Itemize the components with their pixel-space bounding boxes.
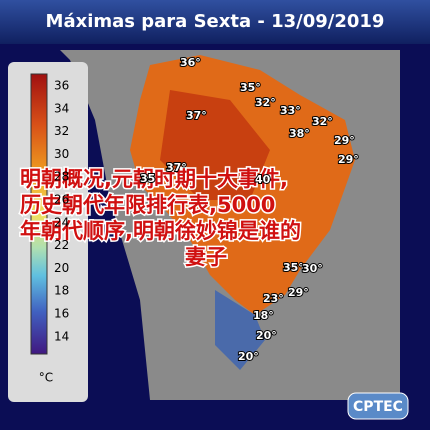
temperature-label: 37° xyxy=(166,161,187,174)
title: Máximas para Sexta - 13/09/2019 xyxy=(46,11,385,32)
temperature-label: 29° xyxy=(334,134,355,147)
logo: CPTEC xyxy=(353,399,403,415)
temperature-label: 35° xyxy=(240,81,261,94)
temperature-label: 20° xyxy=(256,329,277,342)
scale-label: 36 xyxy=(54,79,69,93)
logo-badge xyxy=(347,392,409,420)
scale-label: 30 xyxy=(54,147,69,161)
legend-panel xyxy=(8,62,88,402)
temperature-label: 18° xyxy=(253,309,274,322)
scale-label: 18 xyxy=(54,284,69,298)
temperature-label: 35° xyxy=(283,261,304,274)
temperature-label: 32° xyxy=(255,96,276,109)
temperature-label: 37° xyxy=(186,109,207,122)
scale-label: 28 xyxy=(54,170,69,184)
title-bar xyxy=(0,0,430,44)
scale-label: 26 xyxy=(54,193,69,207)
overlay-line: 妻子 xyxy=(185,245,227,269)
scale-label: 22 xyxy=(54,238,69,252)
hot-region xyxy=(160,90,270,200)
overlay-text: 明朝概况,元朝时期十大事件,历史朝代年限排行表,5000年朝代顺序,明朝徐妙锦是… xyxy=(19,166,303,271)
scale-unit: °C xyxy=(39,371,53,385)
temperature-label: 30° xyxy=(302,262,323,275)
scale-label: 16 xyxy=(54,307,69,321)
scale-label: 14 xyxy=(54,329,69,343)
scale-label: 34 xyxy=(54,101,69,115)
temperature-label: 32° xyxy=(312,115,333,128)
scale-label: 24 xyxy=(54,215,69,229)
temperature-label: 36° xyxy=(180,56,201,69)
temperature-label: 33° xyxy=(280,104,301,117)
scale-label: 20 xyxy=(54,261,69,275)
scale-label: 32 xyxy=(54,124,69,138)
color-bar xyxy=(30,73,48,355)
temperature-label: 35 xyxy=(140,172,155,185)
overlay-line: 历史朝代年限排行表,5000 xyxy=(20,193,275,217)
overlay-line: 明朝概况,元朝时期十大事件, xyxy=(20,167,288,191)
temperature-label: 20° xyxy=(238,350,259,363)
temperature-label: 29° xyxy=(338,153,359,166)
temperature-label: 23° xyxy=(263,292,284,305)
temperature-label: 40 xyxy=(255,173,271,186)
overlay-line: 年朝代顺序,明朝徐妙锦是谁的 xyxy=(20,219,301,243)
temperature-label: 38° xyxy=(289,127,310,140)
temperature-label: 29° xyxy=(288,286,309,299)
cool-region xyxy=(215,290,265,370)
